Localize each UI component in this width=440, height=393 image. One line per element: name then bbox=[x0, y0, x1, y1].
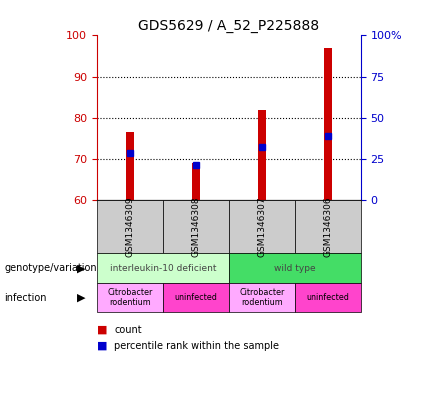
Text: Citrobacter
rodentium: Citrobacter rodentium bbox=[239, 288, 285, 307]
Text: uninfected: uninfected bbox=[306, 293, 349, 302]
Text: count: count bbox=[114, 325, 142, 335]
Text: percentile rank within the sample: percentile rank within the sample bbox=[114, 341, 279, 351]
Text: Citrobacter
rodentium: Citrobacter rodentium bbox=[107, 288, 153, 307]
Text: interleukin-10 deficient: interleukin-10 deficient bbox=[110, 264, 216, 273]
Text: uninfected: uninfected bbox=[174, 293, 217, 302]
Text: ▶: ▶ bbox=[77, 263, 86, 273]
Text: GSM1346307: GSM1346307 bbox=[257, 196, 266, 257]
Bar bbox=[324, 48, 332, 200]
Title: GDS5629 / A_52_P225888: GDS5629 / A_52_P225888 bbox=[138, 19, 319, 33]
Text: ■: ■ bbox=[97, 341, 107, 351]
Bar bbox=[126, 132, 134, 200]
Text: ▶: ▶ bbox=[77, 293, 86, 303]
Text: GSM1346308: GSM1346308 bbox=[191, 196, 200, 257]
Text: wild type: wild type bbox=[274, 264, 315, 273]
Bar bbox=[258, 110, 266, 200]
Text: GSM1346309: GSM1346309 bbox=[125, 196, 134, 257]
Text: ■: ■ bbox=[97, 325, 107, 335]
Bar bbox=[192, 163, 200, 200]
Text: infection: infection bbox=[4, 293, 47, 303]
Text: GSM1346306: GSM1346306 bbox=[323, 196, 332, 257]
Text: genotype/variation: genotype/variation bbox=[4, 263, 97, 273]
